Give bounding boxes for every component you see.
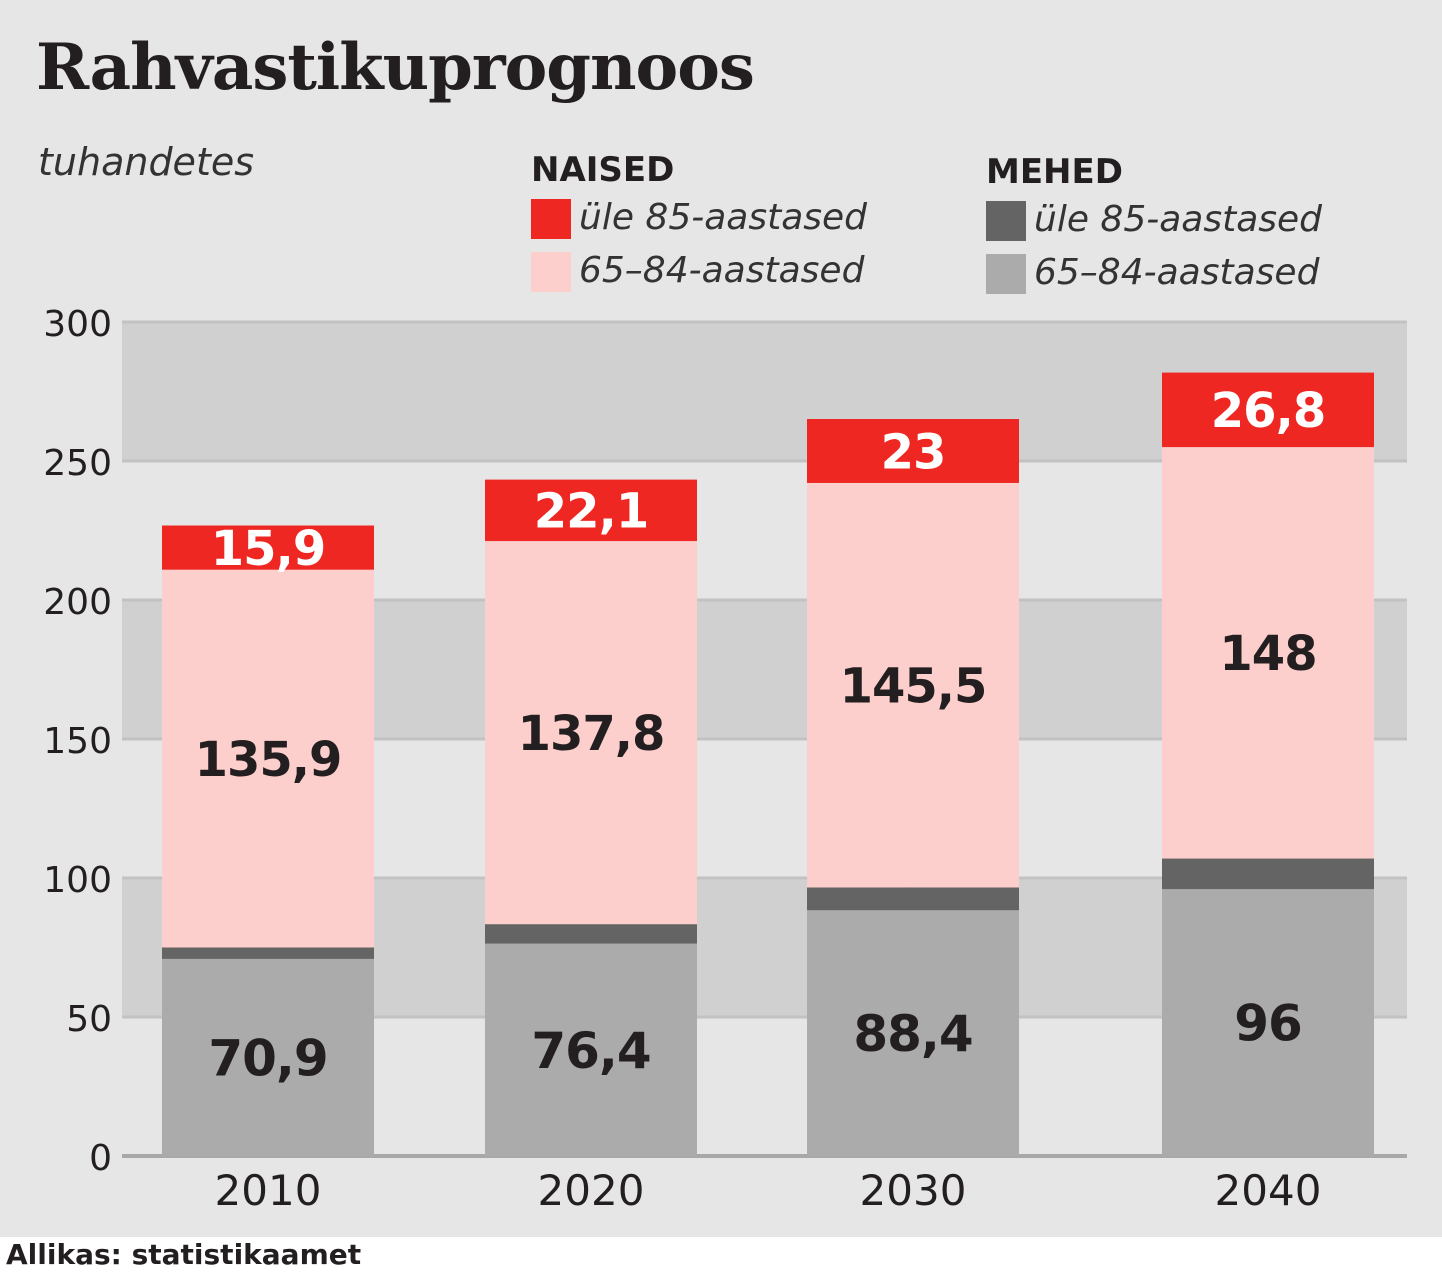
chart-subtitle: tuhandetes — [38, 140, 255, 184]
bar-segment-2010-3 — [162, 525, 374, 570]
y-tick-label: 250 — [43, 443, 112, 484]
bar-segment-2040-2 — [1162, 447, 1374, 859]
x-tick-label: 2030 — [860, 1166, 967, 1215]
chart-title: Rahvastikuprognoos — [36, 30, 755, 105]
legend-swatch-men-65-84 — [986, 254, 1026, 294]
legend-swatch-men-85plus — [986, 201, 1026, 241]
legend-label-men-85plus: üle 85-aastased — [1034, 199, 1323, 240]
legend-swatch-women-85plus — [531, 199, 571, 239]
x-tick-label: 2040 — [1215, 1166, 1322, 1215]
bar-segment-2040-0 — [1162, 889, 1374, 1156]
y-tick-label: 200 — [43, 582, 112, 623]
legend-label-women-85plus: üle 85-aastased — [579, 197, 868, 238]
data-label: 137,8 — [518, 706, 665, 762]
bar-segment-2040-1 — [1162, 858, 1374, 890]
data-label: 76,4 — [531, 1022, 650, 1080]
data-label: 135,9 — [195, 732, 342, 788]
stacked-bar-chart: 05010015020025030070,94,1135,915,9201076… — [43, 304, 1407, 1215]
data-label: 26,8 — [1211, 383, 1325, 439]
legend-label-men-65-84: 65–84-aastased — [1034, 252, 1320, 293]
bar-segment-2030-1 — [807, 887, 1019, 911]
data-label: 148 — [1219, 626, 1316, 682]
x-tick-label: 2020 — [538, 1166, 645, 1215]
bar-segment-2020-2 — [485, 541, 697, 925]
bar-segment-2010-1 — [162, 947, 374, 959]
y-tick-label: 300 — [43, 304, 112, 345]
legend-heading-men: MEHED — [986, 152, 1123, 192]
legend-swatch-women-65-84 — [531, 252, 571, 292]
legend-heading-women: NAISED — [531, 150, 675, 190]
legend-label-women-65-84: 65–84-aastased — [579, 250, 865, 291]
data-label: 96 — [1234, 995, 1302, 1053]
bar-segment-2020-0 — [485, 943, 697, 1156]
data-label: 145,5 — [840, 658, 987, 714]
data-label: 15,9 — [211, 521, 325, 577]
y-tick-label: 50 — [66, 999, 112, 1040]
source-note: Allikas: statistikaamet — [6, 1238, 362, 1271]
y-tick-label: 0 — [89, 1138, 112, 1179]
bar-segment-2010-2 — [162, 569, 374, 948]
bar-segment-2040-3 — [1162, 372, 1374, 448]
bar-segment-2020-3 — [485, 479, 697, 542]
bar-segment-2020-1 — [485, 924, 697, 944]
bar-segment-2030-3 — [807, 419, 1019, 483]
x-tick-label: 2010 — [215, 1166, 322, 1215]
data-label: 23 — [881, 424, 946, 480]
y-tick-label: 100 — [43, 860, 112, 901]
y-tick-label: 150 — [43, 721, 112, 762]
data-label: 70,9 — [208, 1029, 327, 1087]
bar-segment-2030-2 — [807, 482, 1019, 888]
data-label: 88,4 — [853, 1005, 972, 1063]
bar-segment-2030-0 — [807, 910, 1019, 1156]
data-label: 22,1 — [534, 484, 648, 540]
bar-segment-2010-0 — [162, 958, 374, 1156]
